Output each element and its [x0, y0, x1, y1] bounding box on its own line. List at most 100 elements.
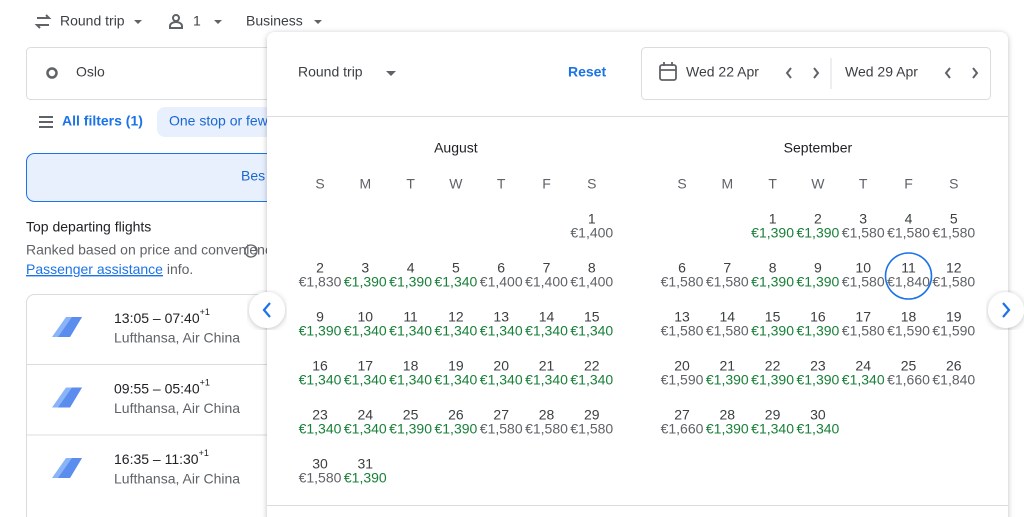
- cabin[interactable]: Business: [246, 13, 322, 29]
- day-number: 31: [358, 456, 374, 472]
- flight-row[interactable]: 09:55 – 05:40+1 Lufthansa, Air China: [27, 364, 346, 417]
- day-cell[interactable]: 23€1,390: [796, 358, 839, 388]
- day-cell[interactable]: 16€1,390: [796, 309, 839, 339]
- weekday: S: [677, 176, 686, 192]
- prev-month[interactable]: [249, 292, 285, 328]
- day-cell[interactable]: 24€1,340: [344, 407, 387, 437]
- day-cell[interactable]: 12€1,580: [932, 260, 975, 290]
- day-cell[interactable]: 15€1,340: [570, 309, 613, 339]
- day-price: €1,340: [480, 372, 523, 388]
- day-cell[interactable]: 29€1,580: [570, 407, 613, 437]
- results-title: Top departing flights: [26, 219, 151, 235]
- day-price: €1,390: [389, 274, 432, 290]
- next-return[interactable]: [972, 67, 979, 79]
- day-cell[interactable]: 25€1,390: [389, 407, 432, 437]
- day-cell[interactable]: 16€1,340: [299, 358, 342, 388]
- day-cell[interactable]: 14€1,340: [525, 309, 568, 339]
- day-cell[interactable]: 7€1,400: [525, 260, 568, 290]
- day-cell[interactable]: 17€1,340: [344, 358, 387, 388]
- day-cell[interactable]: 26€1,840: [932, 358, 975, 388]
- day-cell[interactable]: 20€1,590: [661, 358, 704, 388]
- day-number: 11: [901, 260, 916, 276]
- day-cell[interactable]: 11€1,840: [884, 252, 933, 300]
- next-depart[interactable]: [813, 67, 820, 79]
- day-cell[interactable]: 28€1,580: [525, 407, 568, 437]
- day-cell[interactable]: 12€1,340: [434, 309, 477, 339]
- trip-type[interactable]: Round trip: [34, 13, 142, 29]
- day-cell[interactable]: 27€1,660: [661, 407, 704, 437]
- return-date[interactable]: Wed 29 Apr: [845, 64, 918, 80]
- day-cell[interactable]: 28€1,390: [706, 407, 749, 437]
- day-cell[interactable]: 4€1,390: [389, 260, 432, 290]
- day-cell[interactable]: 13€1,580: [661, 309, 704, 339]
- prev-return[interactable]: [944, 67, 951, 79]
- day-cell[interactable]: 10€1,580: [842, 260, 885, 290]
- day-cell[interactable]: 7€1,580: [706, 260, 749, 290]
- day-cell[interactable]: 20€1,340: [480, 358, 523, 388]
- day-cell[interactable]: 17€1,580: [842, 309, 885, 339]
- stops-chip[interactable]: [157, 107, 297, 137]
- assistance-link[interactable]: Passenger assistance: [26, 261, 163, 277]
- day-price: €1,340: [389, 372, 432, 388]
- day-number: 10: [358, 309, 374, 325]
- day-cell[interactable]: 27€1,580: [480, 407, 523, 437]
- day-offset: +1: [199, 448, 209, 458]
- day-cell[interactable]: 2€1,390: [796, 211, 839, 241]
- day-cell[interactable]: 22€1,390: [751, 358, 794, 388]
- day-cell[interactable]: 21€1,340: [525, 358, 568, 388]
- picker-trip[interactable]: Round trip: [298, 64, 396, 80]
- weekday: T: [406, 176, 415, 192]
- day-cell[interactable]: 15€1,390: [751, 309, 794, 339]
- day-cell[interactable]: 30€1,580: [299, 456, 342, 486]
- prev-depart[interactable]: [785, 67, 792, 79]
- day-number: 11: [403, 309, 418, 325]
- passengers[interactable]: 1: [169, 13, 222, 29]
- day-cell[interactable]: 1€1,400: [570, 211, 613, 241]
- depart-date[interactable]: Wed 22 Apr: [686, 64, 759, 80]
- day-cell[interactable]: 19€1,590: [932, 309, 975, 339]
- next-month[interactable]: [988, 292, 1024, 328]
- day-cell[interactable]: 29€1,340: [751, 407, 794, 437]
- day-cell[interactable]: 1€1,390: [751, 211, 794, 241]
- day-price: €1,340: [434, 323, 477, 339]
- flight-row[interactable]: 13:05 – 07:40+1 Lufthansa, Air China: [52, 307, 240, 346]
- info-icon[interactable]: [244, 244, 258, 258]
- day-cell[interactable]: 6€1,580: [661, 260, 704, 290]
- day-cell[interactable]: 5€1,340: [434, 260, 477, 290]
- day-cell[interactable]: 18€1,340: [389, 358, 432, 388]
- reset-button[interactable]: Reset: [568, 64, 606, 80]
- day-price: €1,580: [480, 421, 523, 437]
- day-cell[interactable]: 10€1,340: [344, 309, 387, 339]
- day-price: €1,390: [751, 323, 794, 339]
- day-cell[interactable]: 8€1,400: [570, 260, 613, 290]
- times: 16:35 – 11:30: [114, 451, 199, 467]
- stops-chip-label: One stop or few: [169, 113, 269, 129]
- day-cell[interactable]: 24€1,340: [842, 358, 885, 388]
- day-cell[interactable]: 26€1,390: [434, 407, 477, 437]
- day-cell[interactable]: 3€1,580: [842, 211, 885, 241]
- month-title: August: [434, 140, 478, 156]
- day-price: €1,340: [299, 372, 342, 388]
- day-cell[interactable]: 11€1,340: [389, 309, 432, 339]
- day-cell[interactable]: 13€1,340: [480, 309, 523, 339]
- day-cell[interactable]: 21€1,390: [706, 358, 749, 388]
- day-cell[interactable]: 25€1,660: [887, 358, 930, 388]
- day-number: 29: [765, 407, 781, 423]
- day-cell[interactable]: 14€1,580: [706, 309, 749, 339]
- day-cell[interactable]: 5€1,580: [932, 211, 975, 241]
- day-cell[interactable]: 8€1,390: [751, 260, 794, 290]
- day-cell[interactable]: 6€1,400: [480, 260, 523, 290]
- day-cell[interactable]: 3€1,390: [344, 260, 387, 290]
- day-cell[interactable]: 22€1,340: [570, 358, 613, 388]
- day-cell[interactable]: 23€1,340: [299, 407, 342, 437]
- all-filters[interactable]: All filters (1): [62, 113, 143, 129]
- day-cell[interactable]: 31€1,390: [344, 456, 387, 486]
- day-cell[interactable]: 4€1,580: [887, 211, 930, 241]
- day-cell[interactable]: 30€1,340: [796, 407, 839, 437]
- day-cell[interactable]: 9€1,390: [796, 260, 839, 290]
- day-cell[interactable]: 2€1,830: [299, 260, 342, 290]
- day-price: €1,840: [932, 372, 975, 388]
- day-cell[interactable]: 18€1,590: [887, 309, 930, 339]
- day-cell[interactable]: 19€1,340: [434, 358, 477, 388]
- day-cell[interactable]: 9€1,390: [299, 309, 342, 339]
